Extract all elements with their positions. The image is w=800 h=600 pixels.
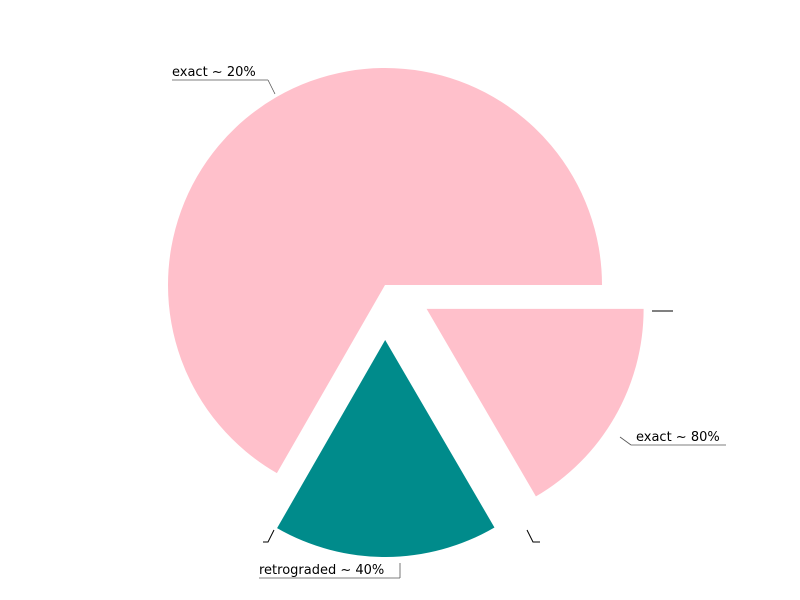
label-leader-line <box>267 79 276 95</box>
pie-labels: exact ~ 20% retrograded ~ 40% exact ~ 80… <box>172 65 726 579</box>
stray-tick-mark <box>526 529 540 543</box>
stray-tick-mark <box>263 529 275 543</box>
slice-label-exact-80: exact ~ 80% <box>636 430 720 445</box>
pie-slice-retrograded-40 <box>277 339 495 557</box>
slice-label-retrograded-40: retrograded ~ 40% <box>259 563 384 578</box>
label-leader-line <box>619 436 632 446</box>
decorative-tick-marks <box>263 310 673 543</box>
pie-slice-exact-20 <box>167 67 602 474</box>
slice-label-exact-20: exact ~ 20% <box>172 65 256 80</box>
pie-slice-exact-80 <box>426 308 644 497</box>
pie-slices <box>167 67 644 557</box>
